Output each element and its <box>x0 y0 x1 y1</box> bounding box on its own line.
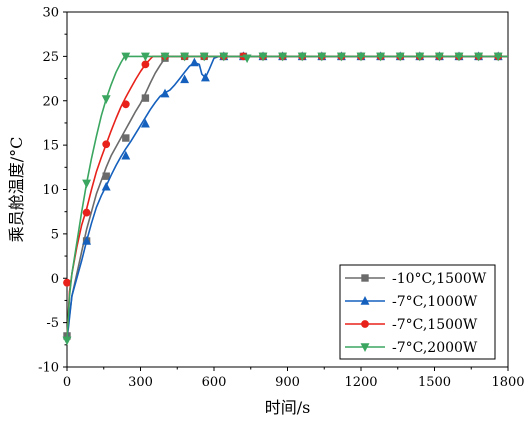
x-tick-label: 900 <box>275 375 300 390</box>
data-point <box>434 52 444 62</box>
x-tick-label: 600 <box>202 375 227 390</box>
data-point <box>102 172 110 180</box>
legend-label: -7°C,2000W <box>392 340 478 356</box>
data-point <box>180 74 190 84</box>
legend-entry: -10°C,1500W <box>345 271 487 287</box>
data-point <box>140 52 150 62</box>
data-point <box>356 52 366 62</box>
legend: -10°C,1500W -7°C,1000W -7°C,1500W -7°C,2000… <box>339 264 496 360</box>
data-point <box>140 118 150 128</box>
series-line <box>66 55 508 341</box>
y-tick-label: 30 <box>42 6 59 21</box>
y-tick-label: 10 <box>42 183 59 198</box>
y-tick-label: -10 <box>38 361 59 376</box>
y-tick-label: 25 <box>42 50 59 65</box>
legend-label: -7°C,1500W <box>392 317 478 333</box>
y-tick-label: 5 <box>51 227 59 242</box>
data-point <box>200 72 210 82</box>
y-tick-label: 0 <box>51 272 59 287</box>
x-tick-label: 300 <box>128 375 153 390</box>
series-4 <box>62 52 508 346</box>
data-point <box>62 336 72 346</box>
data-point <box>122 134 130 142</box>
data-point <box>121 52 131 62</box>
legend-marker <box>361 274 369 282</box>
data-point <box>395 52 405 62</box>
data-point <box>474 52 484 62</box>
legend-entry: -7°C,1500W <box>345 317 478 333</box>
series-line <box>66 55 508 341</box>
data-point <box>189 57 199 67</box>
axis-ticks: 0 300 600 900 1200 1500 1800 -10 -5 0 5 10 15 20 25 30 <box>38 6 524 391</box>
data-point <box>82 208 91 217</box>
data-point <box>141 94 150 102</box>
data-point <box>82 235 92 245</box>
series-layer <box>62 51 508 346</box>
legend-label: -10°C,1500W <box>392 271 487 287</box>
x-tick-label: 0 <box>63 375 71 390</box>
data-point <box>493 52 503 62</box>
data-point <box>101 181 111 191</box>
legend-marker <box>361 320 369 328</box>
data-point <box>454 52 464 62</box>
data-point <box>297 52 307 62</box>
data-point <box>317 52 327 62</box>
data-point <box>141 60 150 69</box>
data-point <box>82 179 92 189</box>
data-point <box>121 150 131 160</box>
y-axis-title: 乘员舱温度/°C <box>7 137 26 243</box>
data-point <box>63 278 71 287</box>
y-tick-label: 20 <box>42 94 59 109</box>
y-tick-label: -5 <box>46 316 59 331</box>
data-point <box>121 100 130 109</box>
data-point <box>199 52 209 62</box>
y-tick-label: 15 <box>42 139 59 154</box>
data-point <box>160 52 170 62</box>
x-axis-title: 时间/s <box>265 398 311 417</box>
legend-marker <box>360 296 370 305</box>
data-point <box>258 52 268 62</box>
data-point <box>101 95 111 104</box>
legend-label: -7°C,1000W <box>392 294 478 310</box>
legend-entry: -7°C,2000W <box>345 340 478 356</box>
data-point <box>415 52 425 62</box>
x-tick-label: 1200 <box>344 375 377 390</box>
data-point <box>219 52 229 62</box>
x-tick-label: 1800 <box>491 375 524 390</box>
legend-entry: -7°C,1000W <box>345 294 478 310</box>
data-point <box>376 52 386 62</box>
data-point <box>160 88 170 98</box>
data-point <box>336 52 346 62</box>
data-point <box>180 52 190 62</box>
data-point <box>278 52 288 62</box>
series-line <box>66 55 508 336</box>
legend-marker <box>360 343 370 352</box>
x-tick-label: 1500 <box>418 375 451 390</box>
data-point <box>242 54 252 64</box>
data-point <box>102 140 111 149</box>
